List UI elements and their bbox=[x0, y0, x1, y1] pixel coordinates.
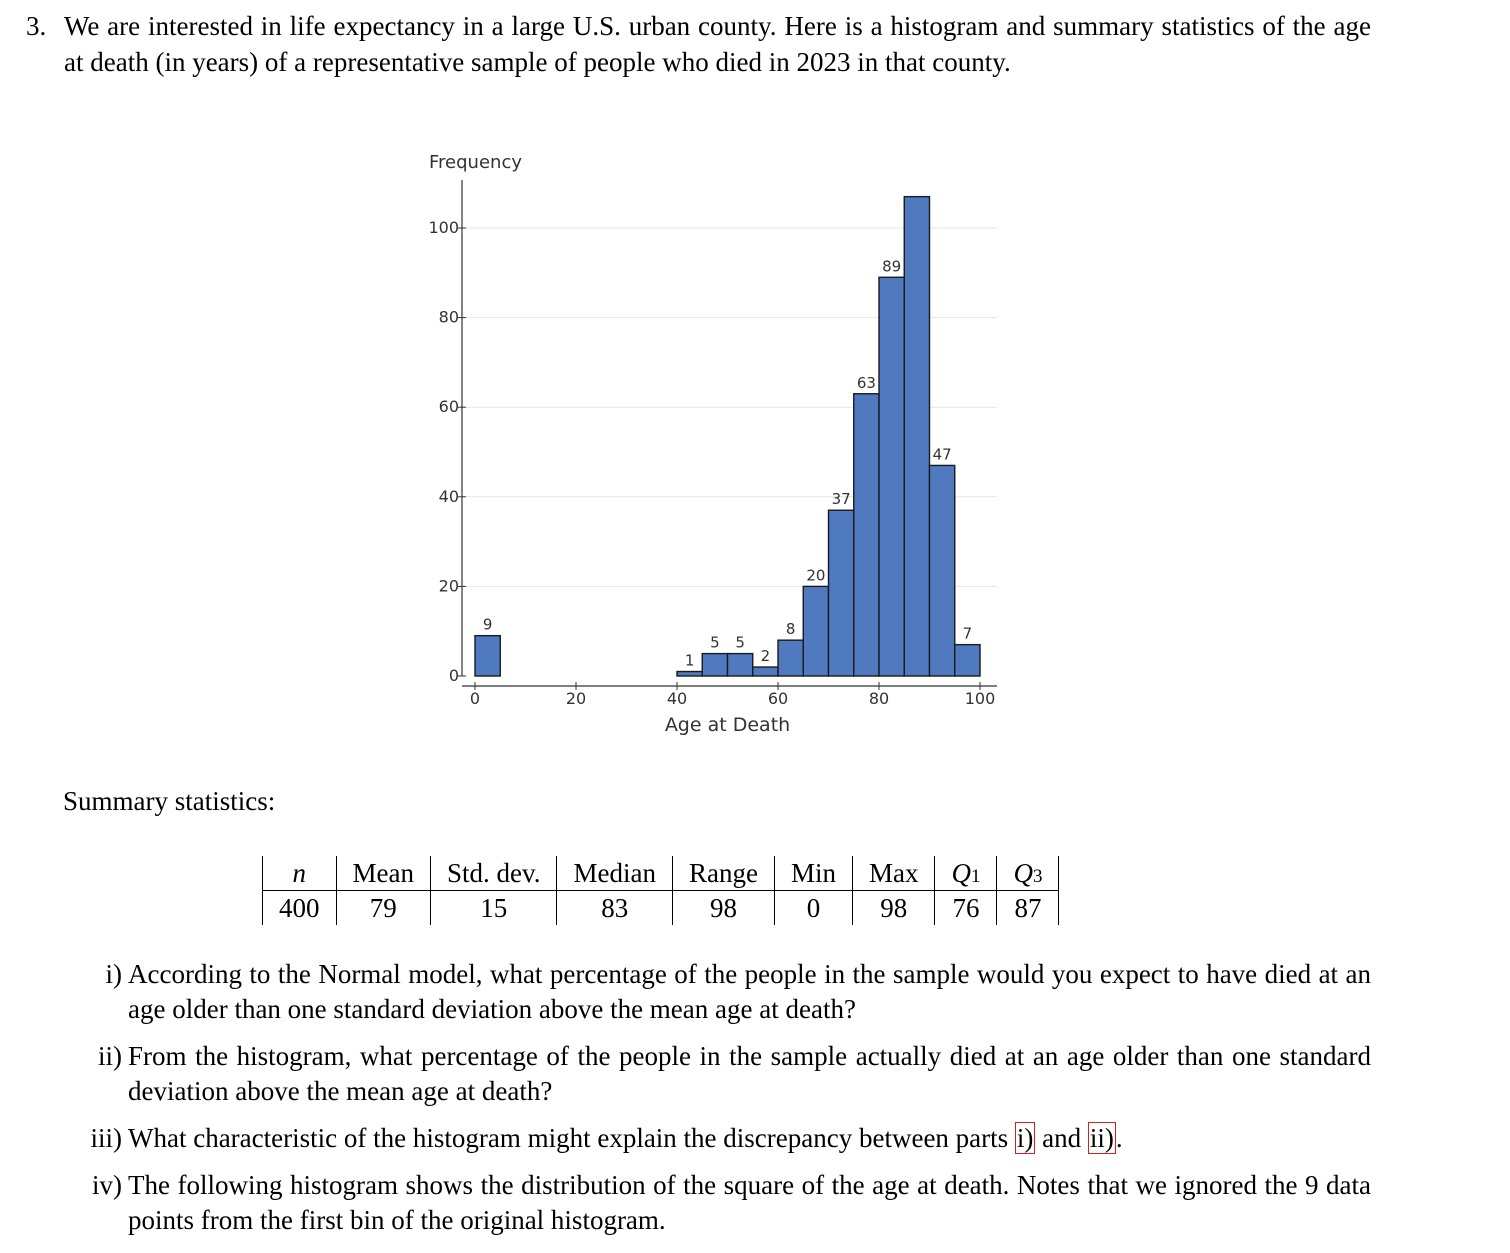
table-cell: 15 bbox=[429, 890, 558, 925]
question-text-end: . bbox=[1115, 1123, 1123, 1153]
histogram-bar bbox=[827, 509, 855, 677]
table-cell: 76 bbox=[934, 890, 998, 925]
bar-value-label: 2 bbox=[761, 647, 771, 665]
table-header-cell: Mean bbox=[335, 856, 431, 891]
table-header-cell: n bbox=[262, 856, 337, 891]
bar-value-label: 20 bbox=[806, 566, 825, 584]
question-text: The following histogram shows the distri… bbox=[128, 1170, 1371, 1235]
x-tick-label: 20 bbox=[566, 689, 586, 708]
x-tick-label: 40 bbox=[667, 689, 687, 708]
histogram-bar bbox=[928, 464, 956, 677]
y-tick-label: 80 bbox=[439, 308, 459, 327]
table-header-row: n Mean Std. dev. Median Range Min Max Q1 Q3 bbox=[262, 856, 1060, 891]
table-header-cell: Median bbox=[556, 856, 673, 891]
table-header-cell: Std. dev. bbox=[429, 856, 558, 891]
histogram-bar bbox=[701, 652, 729, 677]
bar-value-label: 89 bbox=[882, 257, 901, 275]
histogram-bar bbox=[903, 195, 931, 677]
histogram-bar bbox=[954, 643, 981, 677]
table-cell: 87 bbox=[996, 890, 1060, 925]
question-number: iv) bbox=[92, 1170, 122, 1200]
question-ii: ii) From the histogram, what percentage … bbox=[64, 1039, 1371, 1109]
table-header-cell: Min bbox=[773, 856, 853, 891]
problem-number: 3. bbox=[26, 11, 47, 41]
table-cell: 98 bbox=[671, 890, 775, 925]
bar-value-label: 9 bbox=[483, 616, 493, 634]
bar-value-label: 7 bbox=[963, 625, 973, 643]
table-cell: 98 bbox=[851, 890, 936, 925]
ref-link-part-i[interactable]: i) bbox=[1014, 1122, 1036, 1154]
question-text: From the histogram, what percentage of t… bbox=[128, 1041, 1371, 1106]
table-header-cell: Q1 bbox=[934, 856, 998, 891]
question-text: According to the Normal model, what perc… bbox=[128, 959, 1371, 1024]
bar-value-label: 63 bbox=[857, 374, 876, 392]
question-text: What characteristic of the histogram mig… bbox=[128, 1123, 1015, 1153]
bar-value-label: 8 bbox=[786, 620, 796, 638]
question-iv: iv) The following histogram shows the di… bbox=[64, 1168, 1371, 1238]
histogram-bar bbox=[676, 670, 703, 677]
table-cell: 79 bbox=[335, 890, 431, 925]
table-header-cell: Q3 bbox=[996, 856, 1060, 891]
x-tick-label: 80 bbox=[869, 689, 889, 708]
summary-statistics-label: Summary statistics: bbox=[63, 786, 276, 816]
table-header-cell: Max bbox=[851, 856, 936, 891]
question-iii: iii) What characteristic of the histogra… bbox=[64, 1121, 1371, 1156]
question-number: ii) bbox=[98, 1041, 122, 1071]
table-row: 400 79 15 83 98 0 98 76 87 bbox=[262, 890, 1060, 925]
y-tick-label: 40 bbox=[439, 487, 459, 506]
y-tick-label: 60 bbox=[439, 397, 459, 416]
y-tick-label: 20 bbox=[439, 576, 459, 595]
ref-link-part-ii[interactable]: ii) bbox=[1087, 1122, 1116, 1154]
table-cell: 0 bbox=[773, 890, 853, 925]
histogram-bar bbox=[726, 652, 754, 677]
bar-value-label: 5 bbox=[710, 634, 720, 652]
question-number: iii) bbox=[90, 1123, 123, 1153]
histogram-bar bbox=[752, 666, 779, 677]
question-text-mid: and bbox=[1035, 1123, 1088, 1153]
histogram-chart: 9 1 5 5 2 8 20 37 63 89 47 7 0 20 40 60 80 100 0 20 40 60 80 10… bbox=[400, 140, 1020, 754]
question-i: i) According to the Normal model, what p… bbox=[64, 957, 1372, 1027]
histogram-bar bbox=[853, 393, 880, 677]
x-tick-label: 100 bbox=[965, 689, 996, 708]
x-tick-label: 60 bbox=[768, 689, 788, 708]
question-list: i) According to the Normal model, what p… bbox=[64, 957, 1372, 1250]
summary-statistics-table: n Mean Std. dev. Median Range Min Max Q1 Q3 400 7… bbox=[262, 856, 1060, 925]
bar-value-label: 37 bbox=[832, 490, 851, 508]
x-axis-label: Age at Death bbox=[665, 714, 790, 736]
bar-value-label: 5 bbox=[735, 634, 745, 652]
problem-text: We are interested in life expectancy in … bbox=[64, 11, 1371, 77]
y-axis-label: Frequency bbox=[429, 152, 522, 173]
table-header-cell: Range bbox=[671, 856, 775, 891]
histogram-bar bbox=[777, 639, 804, 677]
y-tick-label: 100 bbox=[428, 218, 459, 237]
histogram-bar bbox=[474, 634, 501, 677]
x-tick-label: 0 bbox=[470, 689, 480, 708]
table-cell: 400 bbox=[262, 890, 337, 925]
histogram-bar bbox=[802, 585, 830, 677]
histogram-bar bbox=[878, 276, 905, 677]
bar-value-label: 47 bbox=[933, 445, 952, 463]
question-number: i) bbox=[105, 959, 123, 989]
y-tick-label: 0 bbox=[449, 666, 459, 685]
table-cell: 83 bbox=[556, 890, 673, 925]
bar-value-label: 1 bbox=[685, 652, 695, 670]
problem-statement: 3. We are interested in life expectancy … bbox=[26, 8, 1371, 80]
